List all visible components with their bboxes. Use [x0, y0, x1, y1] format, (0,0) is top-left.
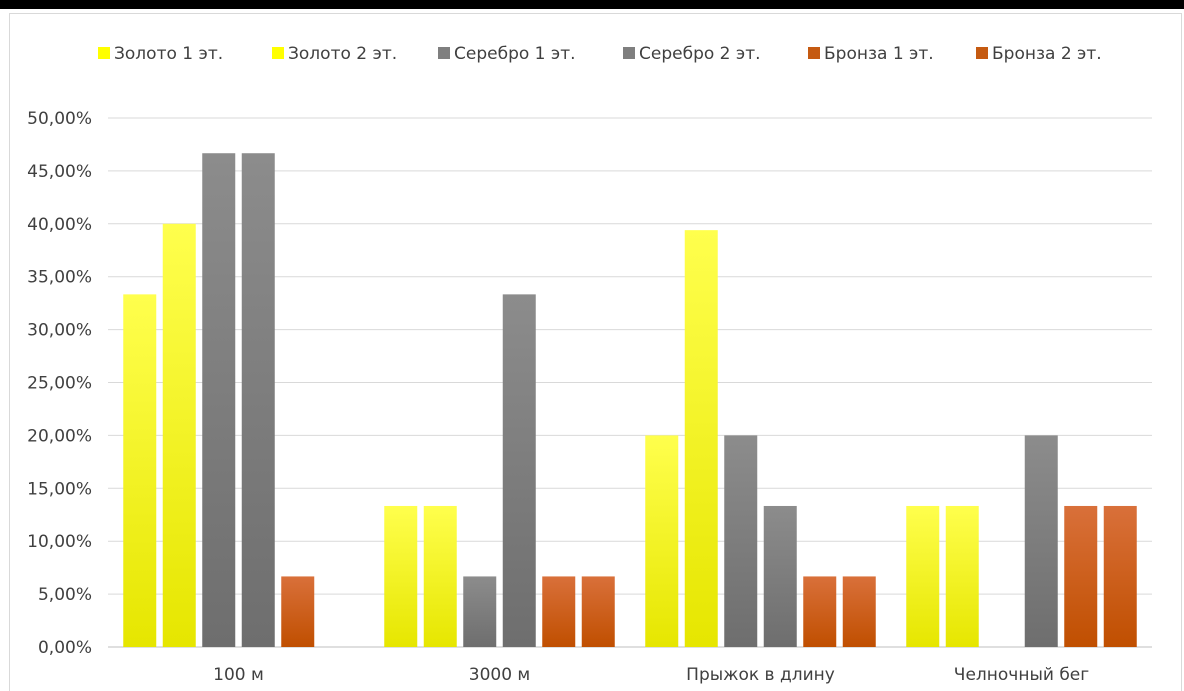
- bar: [763, 505, 797, 647]
- bar: [1064, 505, 1098, 647]
- y-tick-label: 45,00%: [27, 162, 92, 182]
- legend-swatch: [438, 47, 450, 59]
- bar: [542, 576, 576, 647]
- bar: [1103, 505, 1137, 647]
- x-category-label: 100 м: [213, 665, 264, 685]
- x-category-label: Челночный бег: [954, 665, 1089, 685]
- bar: [945, 505, 979, 647]
- bar: [803, 576, 837, 647]
- legend-label: Серебро 1 эт.: [454, 44, 576, 64]
- legend-swatch: [98, 47, 110, 59]
- legend-swatch: [976, 47, 988, 59]
- y-tick-label: 25,00%: [27, 374, 92, 394]
- y-tick-label: 30,00%: [27, 321, 92, 341]
- legend-swatch: [623, 47, 635, 59]
- bars: [123, 153, 1137, 648]
- legend-swatch: [272, 47, 284, 59]
- chart-border: [9, 13, 1182, 691]
- y-tick-label: 40,00%: [27, 215, 92, 235]
- legend-label: Бронза 2 эт.: [992, 44, 1102, 64]
- x-category-label: Прыжок в длину: [686, 665, 835, 685]
- bar: [384, 505, 418, 647]
- legend-label: Золото 2 эт.: [288, 44, 397, 64]
- bar: [502, 294, 536, 647]
- bar: [423, 505, 457, 647]
- bar: [645, 435, 679, 647]
- bar: [123, 294, 157, 647]
- bar: [842, 576, 876, 647]
- y-tick-label: 50,00%: [27, 109, 92, 129]
- x-category-label: 3000 м: [469, 665, 531, 685]
- y-tick-label: 15,00%: [27, 479, 92, 499]
- bar: [906, 505, 940, 647]
- y-axis-tick-labels: 0,00% 5,00% 10,00% 15,00% 20,00% 25,00% 30,00%…: [27, 109, 92, 658]
- y-tick-label: 20,00%: [27, 426, 92, 446]
- bar: [281, 576, 315, 647]
- x-axis-category-labels: 100 м 3000 м Прыжок в длину Челночный бег: [213, 665, 1089, 685]
- y-tick-label: 5,00%: [38, 585, 92, 605]
- bar: [202, 153, 236, 648]
- legend: Золото 1 эт. Золото 2 эт. Серебро 1 эт. Сер…: [98, 44, 1102, 64]
- bar: [684, 230, 718, 647]
- bar: [463, 576, 497, 647]
- legend-label: Золото 1 эт.: [114, 44, 223, 64]
- bar: [581, 576, 615, 647]
- legend-label: Серебро 2 эт.: [639, 44, 761, 64]
- bar: [1024, 435, 1058, 647]
- bar: [162, 223, 196, 648]
- legend-label: Бронза 1 эт.: [824, 44, 934, 64]
- bar: [241, 153, 275, 648]
- y-tick-label: 10,00%: [27, 532, 92, 552]
- y-tick-label: 0,00%: [38, 638, 92, 658]
- legend-swatch: [808, 47, 820, 59]
- bar: [724, 435, 758, 647]
- top-border-band: [0, 0, 1184, 9]
- y-tick-label: 35,00%: [27, 268, 92, 288]
